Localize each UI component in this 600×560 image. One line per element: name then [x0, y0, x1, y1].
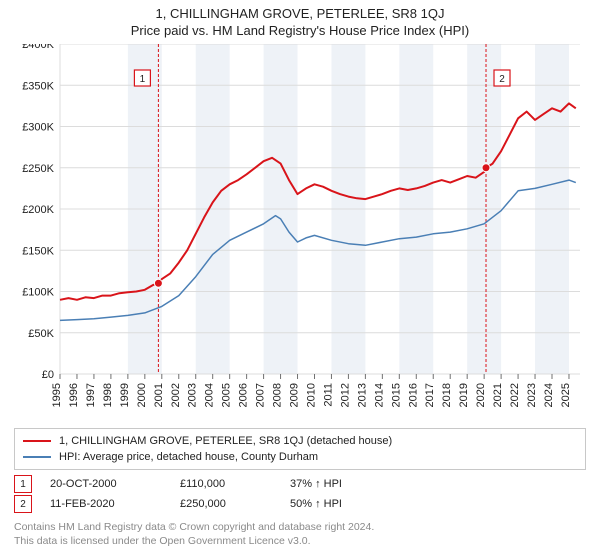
svg-text:£50K: £50K — [28, 328, 54, 340]
chart-container: 1, CHILLINGHAM GROVE, PETERLEE, SR8 1QJ … — [0, 0, 600, 560]
svg-text:1997: 1997 — [85, 383, 97, 407]
svg-text:£400K: £400K — [22, 44, 54, 51]
legend-swatch — [23, 440, 51, 442]
svg-text:2017: 2017 — [424, 383, 436, 407]
svg-text:2000: 2000 — [136, 383, 148, 407]
svg-text:2010: 2010 — [305, 383, 317, 407]
marker-price: £110,000 — [180, 478, 290, 490]
marker-hpi: 37% ↑ HPI — [290, 478, 400, 490]
svg-text:2024: 2024 — [543, 383, 555, 407]
svg-text:2021: 2021 — [492, 383, 504, 407]
svg-text:2003: 2003 — [187, 383, 199, 407]
svg-text:1996: 1996 — [68, 383, 80, 407]
svg-text:1995: 1995 — [51, 383, 63, 407]
svg-text:£0: £0 — [42, 369, 54, 381]
svg-text:2012: 2012 — [339, 383, 351, 407]
svg-text:2018: 2018 — [441, 383, 453, 407]
chart: £0 £50K £100K £150K £200K £250K £300K £350K £400… — [14, 44, 586, 422]
marker-badge: 2 — [14, 495, 32, 513]
legend-item: 1, CHILLINGHAM GROVE, PETERLEE, SR8 1QJ … — [23, 433, 577, 449]
title-main: 1, CHILLINGHAM GROVE, PETERLEE, SR8 1QJ — [0, 6, 600, 21]
event-markers-table: 1 20-OCT-2000£110,00037% ↑ HPI 2 11-FEB-202… — [14, 474, 586, 514]
footnote-line1: Contains HM Land Registry data © Crown c… — [14, 521, 374, 533]
marker-badge: 1 — [14, 475, 32, 493]
marker-row: 1 20-OCT-2000£110,00037% ↑ HPI — [14, 474, 586, 494]
marker-date: 11-FEB-2020 — [50, 498, 180, 510]
marker-row: 2 11-FEB-2020£250,00050% ↑ HPI — [14, 494, 586, 514]
svg-text:2009: 2009 — [289, 383, 301, 407]
svg-text:£100K: £100K — [22, 287, 54, 299]
svg-text:2004: 2004 — [204, 383, 216, 407]
svg-text:£150K: £150K — [22, 245, 54, 257]
svg-text:2016: 2016 — [407, 383, 419, 407]
legend-label: HPI: Average price, detached house, Coun… — [59, 451, 318, 463]
svg-text:2019: 2019 — [458, 383, 470, 407]
marker-price: £250,000 — [180, 498, 290, 510]
svg-text:£200K: £200K — [22, 204, 54, 216]
legend: 1, CHILLINGHAM GROVE, PETERLEE, SR8 1QJ … — [14, 428, 586, 470]
legend-swatch — [23, 456, 51, 458]
marker-hpi: 50% ↑ HPI — [290, 498, 400, 510]
svg-text:2025: 2025 — [560, 383, 572, 407]
line-chart-svg: £0 £50K £100K £150K £200K £250K £300K £350K £400… — [14, 44, 586, 422]
svg-text:2001: 2001 — [153, 383, 165, 407]
svg-text:2: 2 — [499, 74, 505, 85]
svg-text:1999: 1999 — [119, 383, 131, 407]
svg-text:2005: 2005 — [221, 383, 233, 407]
svg-text:2023: 2023 — [526, 383, 538, 407]
svg-text:2013: 2013 — [356, 383, 368, 407]
svg-text:2002: 2002 — [170, 383, 182, 407]
svg-text:1: 1 — [140, 74, 146, 85]
svg-text:2020: 2020 — [475, 383, 487, 407]
svg-text:2011: 2011 — [322, 383, 334, 407]
svg-text:£350K: £350K — [22, 80, 54, 92]
svg-text:2008: 2008 — [272, 383, 284, 407]
titles: 1, CHILLINGHAM GROVE, PETERLEE, SR8 1QJ … — [0, 0, 600, 38]
svg-text:£250K: £250K — [22, 163, 54, 175]
svg-text:2015: 2015 — [390, 383, 402, 407]
svg-text:2014: 2014 — [373, 383, 385, 407]
legend-item: HPI: Average price, detached house, Coun… — [23, 449, 577, 465]
legend-label: 1, CHILLINGHAM GROVE, PETERLEE, SR8 1QJ … — [59, 435, 392, 447]
svg-text:2022: 2022 — [509, 383, 521, 407]
svg-text:£300K: £300K — [22, 122, 54, 134]
svg-text:2006: 2006 — [238, 383, 250, 407]
footnote-line2: This data is licensed under the Open Gov… — [14, 535, 311, 547]
title-sub: Price paid vs. HM Land Registry's House … — [0, 23, 600, 38]
svg-text:1998: 1998 — [102, 383, 114, 407]
svg-text:2007: 2007 — [255, 383, 267, 407]
marker-date: 20-OCT-2000 — [50, 478, 180, 490]
footnote: Contains HM Land Registry data © Crown c… — [14, 520, 586, 548]
